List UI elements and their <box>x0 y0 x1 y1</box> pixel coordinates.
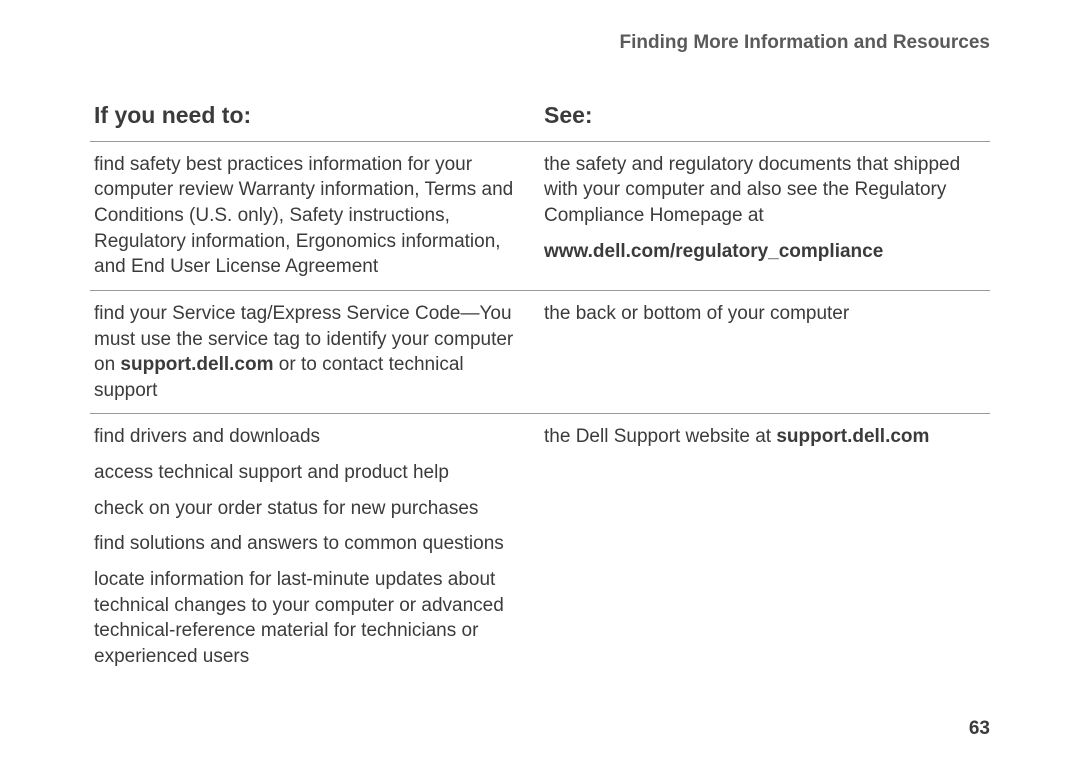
table-cell: find safety best practices information f… <box>90 141 540 290</box>
document-page: Finding More Information and Resources I… <box>90 30 990 680</box>
cell-paragraph: find your Service tag/Express Service Co… <box>94 301 530 404</box>
table-row: find your Service tag/Express Service Co… <box>90 290 990 414</box>
bold-text: support.dell.com <box>120 354 273 375</box>
cell-paragraph: check on your order status for new purch… <box>94 496 530 522</box>
cell-paragraph: the Dell Support website at support.dell… <box>544 424 980 450</box>
cell-paragraph: locate information for last-minute updat… <box>94 567 530 670</box>
table-row: find safety best practices information f… <box>90 141 990 290</box>
cell-paragraph: find drivers and downloads <box>94 424 530 450</box>
cell-paragraph: the back or bottom of your computer <box>544 301 980 327</box>
cell-paragraph: find safety best practices information f… <box>94 152 530 280</box>
table-cell: find drivers and downloads access technic… <box>90 414 540 680</box>
table-cell: the safety and regulatory documents that… <box>540 141 990 290</box>
table-cell: find your Service tag/Express Service Co… <box>90 290 540 414</box>
running-header: Finding More Information and Resources <box>90 30 990 56</box>
table-body: find safety best practices information f… <box>90 141 990 679</box>
cell-paragraph: www.dell.com/regulatory_compliance <box>544 239 980 265</box>
column-header-see: See: <box>540 94 990 142</box>
info-resources-table: If you need to: See: find safety best pr… <box>90 94 990 680</box>
page-number: 63 <box>969 716 990 742</box>
column-header-need: If you need to: <box>90 94 540 142</box>
bold-text: support.dell.com <box>776 426 929 447</box>
cell-paragraph: access technical support and product hel… <box>94 460 530 486</box>
table-cell: the Dell Support website at support.dell… <box>540 414 990 680</box>
table-row: find drivers and downloads access technic… <box>90 414 990 680</box>
cell-paragraph: find solutions and answers to common que… <box>94 531 530 557</box>
table-cell: the back or bottom of your computer <box>540 290 990 414</box>
table-header-row: If you need to: See: <box>90 94 990 142</box>
cell-paragraph: the safety and regulatory documents that… <box>544 152 980 229</box>
bold-text: www.dell.com/regulatory_compliance <box>544 241 883 262</box>
